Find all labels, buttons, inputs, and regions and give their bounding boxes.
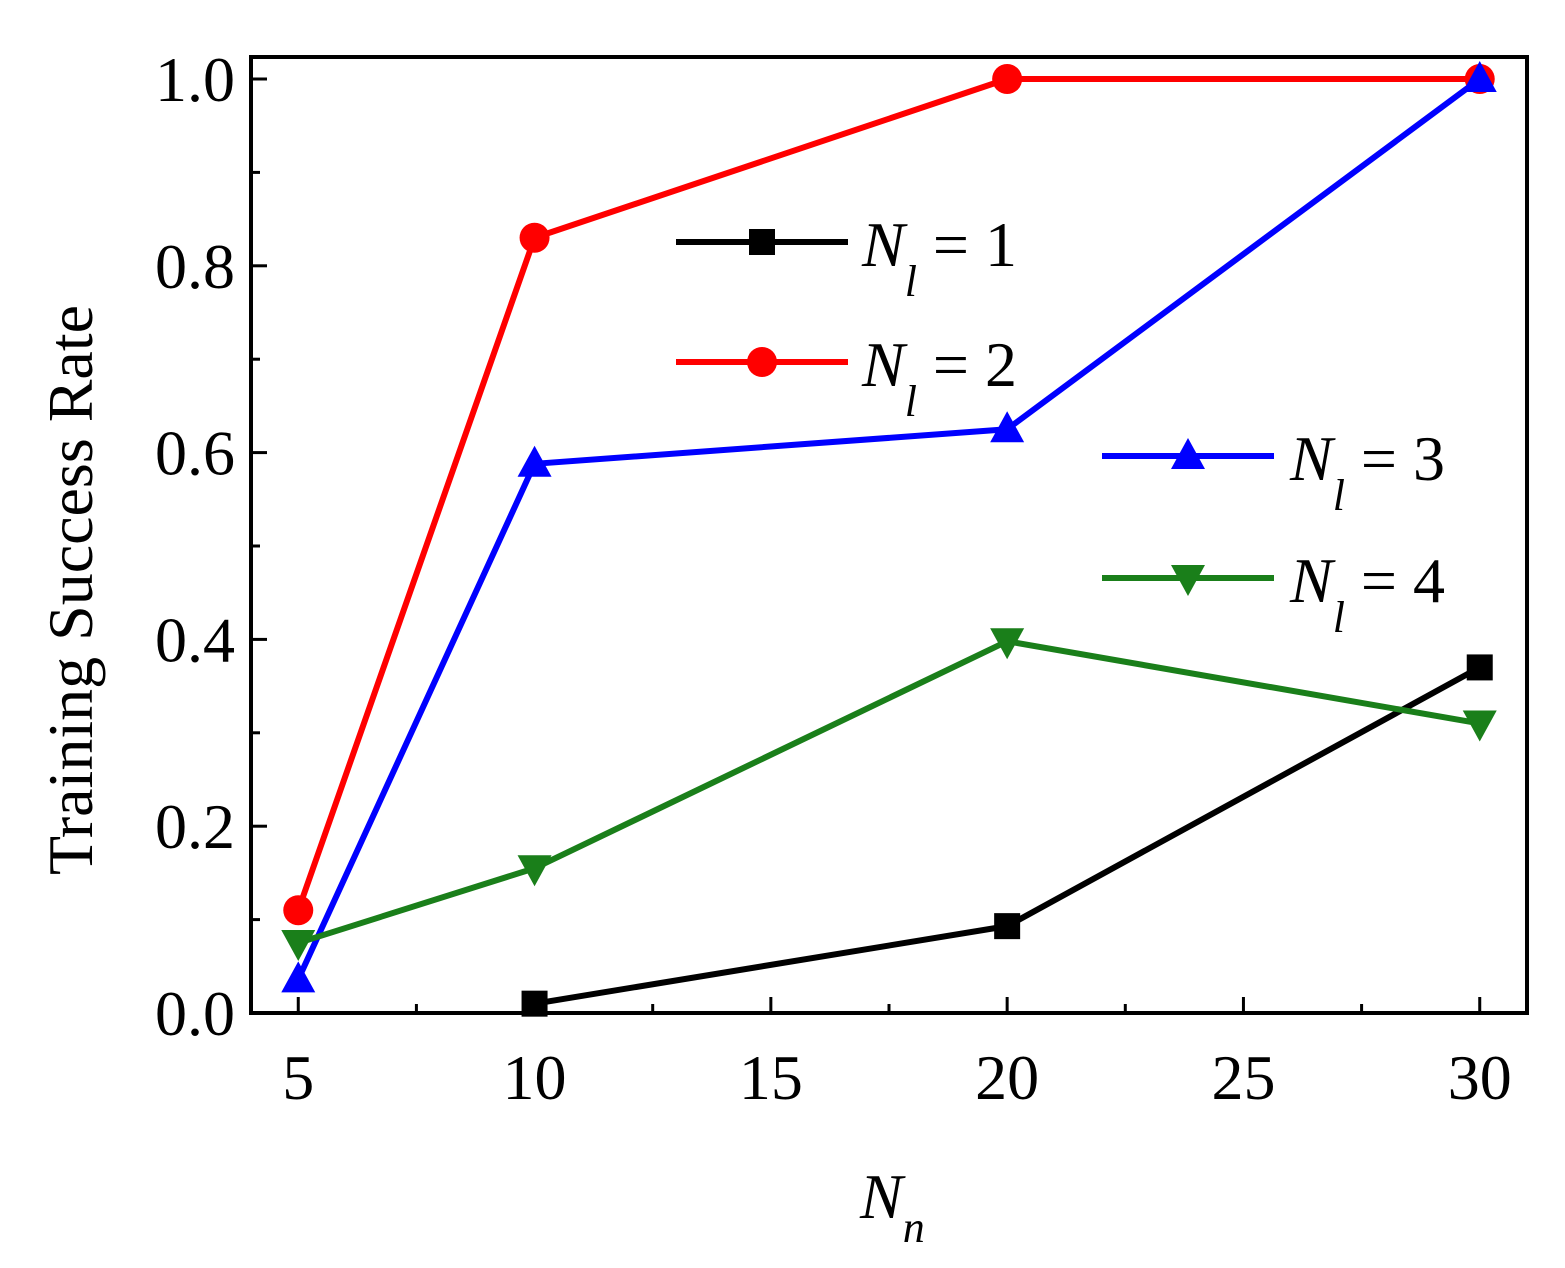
series-1 [521,654,1493,1017]
legend-label: Nl = 4 [1289,545,1445,642]
series-line [295,76,1482,981]
x-tick-label: 15 [739,1042,803,1113]
plot-frame [249,55,1529,1015]
data-point [990,411,1025,443]
x-tick-label: 10 [503,1042,567,1113]
data-point [517,855,552,887]
data-point [517,445,552,477]
y-tick-label: 0.6 [155,418,235,489]
series-2 [283,64,1495,926]
legend-marker [747,347,777,377]
legend-item-1: Nl = 1 [676,209,1017,306]
axes: 5 10 15 20 25 30 0.0 0.2 0.4 0.6 0.8 1.0 [155,44,1529,1113]
data-point [1462,710,1497,742]
series-line [295,76,1480,912]
data-point [1462,61,1497,92]
x-tick-label: 25 [1211,1042,1275,1113]
x-axis-title: Nn [859,1161,925,1252]
y-tick-label: 0.0 [155,978,235,1049]
series-line [297,638,1481,946]
legend-label: Nl = 3 [1289,423,1445,520]
legend-item-2: Nl = 2 [676,329,1017,426]
x-tick-label: 20 [975,1042,1039,1113]
series-line [534,664,1482,1007]
legend: Nl = 1 Nl = 2 Nl = 3 Nl = 4 [676,209,1445,642]
data-point [990,628,1025,660]
series-4 [281,628,1497,961]
data-point [992,64,1023,94]
legend-label: Nl = 1 [861,209,1017,306]
legend-label: Nl = 2 [861,329,1017,426]
data-point [281,961,316,993]
series-3 [281,61,1497,993]
x-axis-title-main: N [859,1161,906,1232]
data-point [281,929,316,961]
x-tick-label: 30 [1448,1042,1512,1113]
data-point [283,895,314,926]
x-tick-label: 5 [282,1042,314,1113]
y-tick-label: 0.8 [155,231,235,302]
x-axis-title-sub: n [903,1203,925,1252]
legend-marker [1171,438,1205,469]
data-point [994,913,1021,940]
y-axis-title: Training Success Rate [35,305,106,875]
y-tick-label: 0.4 [155,604,235,675]
y-tick-label: 0.2 [155,791,235,862]
data-point [519,222,550,253]
legend-marker [749,229,775,255]
data-point [1466,654,1493,681]
plot-area [281,61,1497,1017]
legend-item-4: Nl = 4 [1102,545,1445,642]
y-tick-label: 1.0 [155,44,235,115]
legend-item-3: Nl = 3 [1102,423,1445,520]
legend-marker [1171,565,1205,596]
